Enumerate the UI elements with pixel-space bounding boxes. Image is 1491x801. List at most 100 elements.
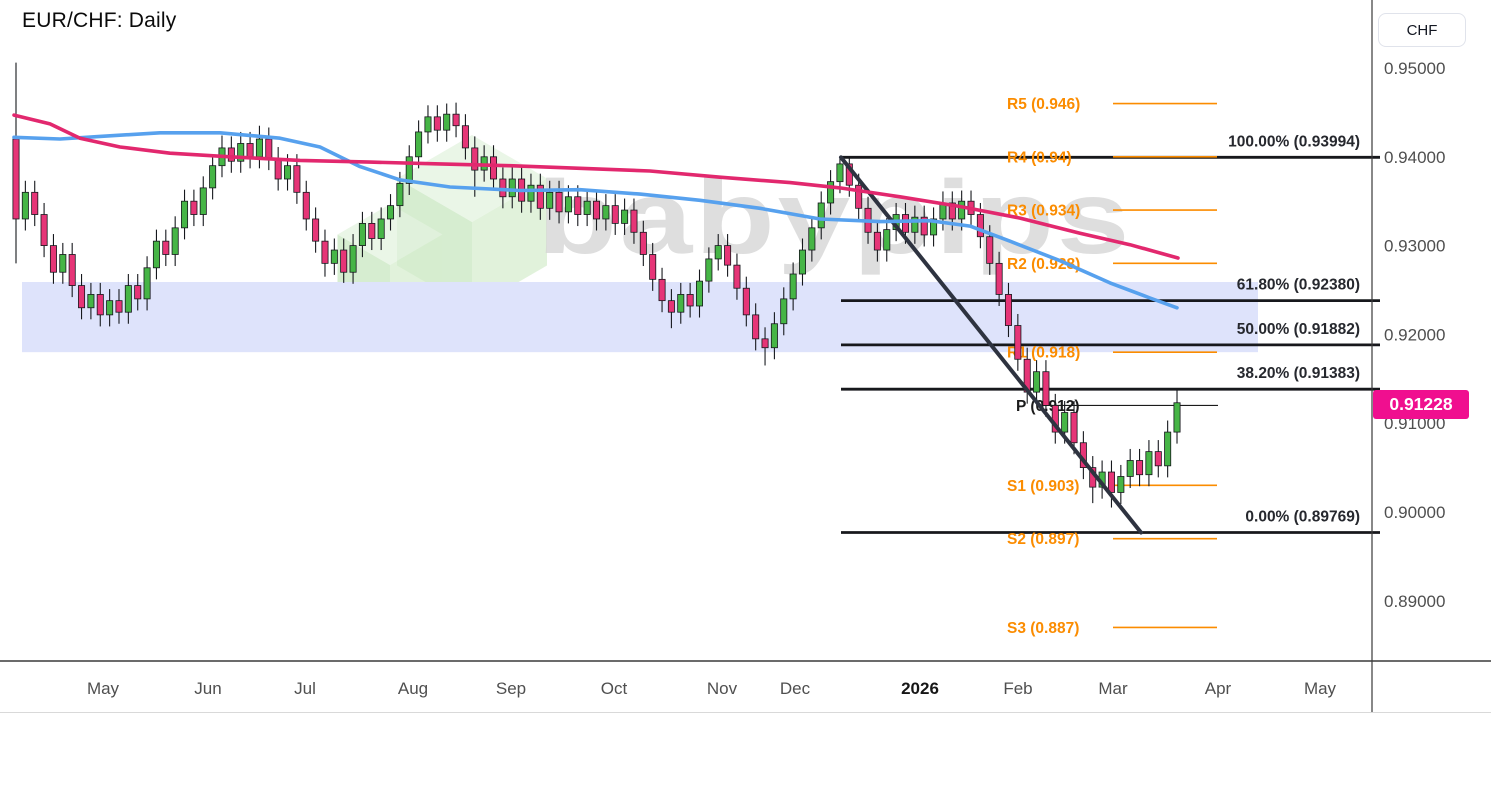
candle[interactable] — [733, 253, 741, 300]
candle[interactable] — [1033, 360, 1041, 404]
candle[interactable] — [742, 276, 750, 327]
candle[interactable] — [536, 173, 544, 220]
candle[interactable] — [1004, 282, 1012, 338]
candle[interactable] — [574, 185, 582, 227]
candle[interactable] — [190, 189, 198, 227]
candle[interactable] — [124, 274, 132, 324]
candle[interactable] — [752, 303, 760, 351]
candle[interactable] — [1164, 420, 1172, 478]
candle[interactable] — [808, 216, 816, 262]
candle[interactable] — [1126, 448, 1134, 489]
candle[interactable] — [143, 256, 151, 311]
candle[interactable] — [1042, 360, 1050, 417]
candle[interactable] — [49, 234, 57, 284]
candle[interactable] — [780, 287, 788, 336]
candle[interactable] — [873, 220, 881, 262]
candle[interactable] — [667, 289, 675, 329]
candle[interactable] — [340, 238, 348, 283]
candle[interactable] — [677, 282, 685, 324]
candle[interactable] — [461, 114, 469, 160]
candle[interactable] — [237, 131, 245, 173]
candle[interactable] — [68, 242, 76, 298]
candle[interactable] — [621, 198, 629, 235]
candle[interactable] — [302, 180, 310, 231]
candle[interactable] — [508, 167, 516, 209]
support-zone[interactable] — [22, 282, 1258, 353]
candle[interactable] — [40, 202, 48, 258]
candle[interactable] — [1014, 313, 1022, 371]
candle[interactable] — [171, 216, 179, 267]
candle[interactable] — [527, 173, 535, 213]
currency-button[interactable]: CHF — [1378, 13, 1466, 47]
candle[interactable] — [321, 229, 329, 277]
candle[interactable] — [649, 242, 657, 291]
candle[interactable] — [883, 218, 891, 262]
candle[interactable] — [78, 274, 86, 320]
candle[interactable] — [227, 136, 235, 173]
candle[interactable] — [817, 191, 825, 240]
ma-line-pink[interactable] — [12, 113, 1180, 260]
candle[interactable] — [358, 211, 366, 258]
candle[interactable] — [1173, 390, 1181, 444]
candle[interactable] — [1154, 440, 1162, 478]
candle[interactable] — [602, 194, 610, 231]
candle[interactable] — [789, 262, 797, 311]
candle[interactable] — [424, 105, 432, 144]
candle[interactable] — [199, 176, 207, 227]
candle[interactable] — [1089, 456, 1097, 504]
candle[interactable] — [761, 327, 769, 366]
candle[interactable] — [209, 154, 217, 200]
candle[interactable] — [705, 247, 713, 293]
candle[interactable] — [555, 180, 563, 224]
candle[interactable] — [452, 102, 460, 138]
candle[interactable] — [415, 120, 423, 169]
candle[interactable] — [330, 238, 338, 275]
time-axis[interactable] — [0, 661, 1372, 713]
candle[interactable] — [611, 194, 619, 235]
candle[interactable] — [639, 220, 647, 267]
candle[interactable] — [255, 125, 263, 169]
candle[interactable] — [312, 207, 320, 253]
candle[interactable] — [377, 207, 385, 251]
candle[interactable] — [21, 180, 29, 231]
candle[interactable] — [658, 267, 666, 313]
candle[interactable] — [1136, 448, 1144, 487]
candle[interactable] — [911, 205, 919, 244]
candle[interactable] — [162, 229, 170, 267]
candle[interactable] — [265, 127, 273, 171]
candle[interactable] — [134, 274, 142, 311]
candle[interactable] — [96, 282, 104, 327]
candle[interactable] — [433, 105, 441, 142]
candle[interactable] — [181, 189, 189, 240]
candle[interactable] — [1070, 401, 1078, 455]
candle[interactable] — [368, 211, 376, 251]
candle[interactable] — [695, 269, 703, 318]
candle[interactable] — [405, 145, 413, 195]
candle[interactable] — [1117, 464, 1125, 505]
candle[interactable] — [293, 154, 301, 204]
candle[interactable] — [546, 180, 554, 220]
candle[interactable] — [12, 62, 20, 264]
candle[interactable] — [630, 198, 638, 244]
candle[interactable] — [1145, 440, 1153, 487]
candle[interactable] — [274, 147, 282, 191]
candle[interactable] — [31, 180, 39, 227]
price-axis[interactable] — [1372, 0, 1491, 713]
candle[interactable] — [827, 170, 835, 215]
candle[interactable] — [724, 234, 732, 277]
candle[interactable] — [349, 234, 357, 284]
candle[interactable] — [59, 242, 67, 284]
candle[interactable] — [583, 189, 591, 227]
candle[interactable] — [930, 207, 938, 247]
ma-line-blue[interactable] — [12, 131, 1179, 310]
candle[interactable] — [920, 205, 928, 247]
candle[interactable] — [770, 312, 778, 360]
candle[interactable] — [995, 251, 1003, 306]
candle[interactable] — [593, 189, 601, 231]
candle[interactable] — [798, 238, 806, 286]
candle[interactable] — [87, 282, 95, 320]
candle[interactable] — [714, 234, 722, 271]
candle[interactable] — [490, 145, 498, 191]
candle[interactable] — [443, 103, 451, 142]
